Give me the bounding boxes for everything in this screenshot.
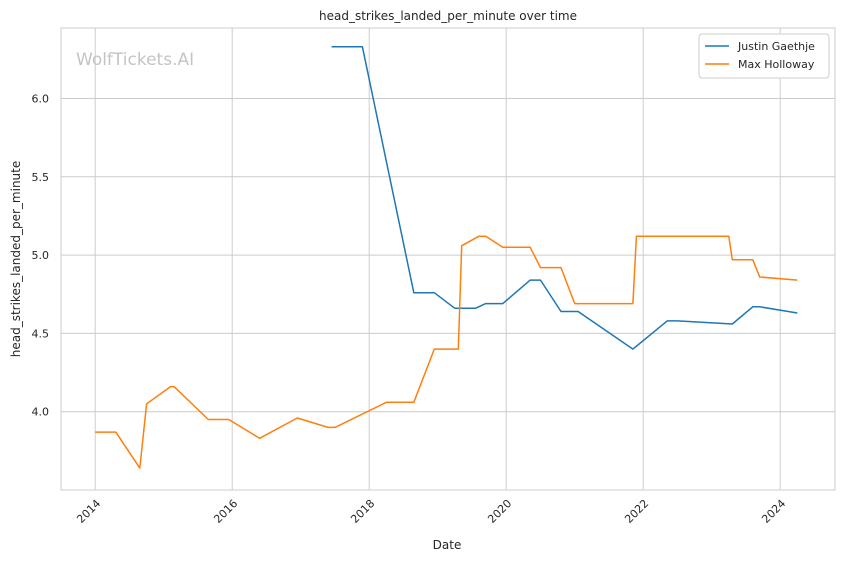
- x-axis-label: Date: [433, 538, 462, 552]
- series-lines: [95, 46, 798, 469]
- series-line-max-holloway: [95, 235, 798, 469]
- x-tick-label: 2024: [759, 497, 788, 526]
- plot-area: [60, 27, 836, 491]
- x-tick-label: 2018: [348, 497, 377, 526]
- x-tick-label: 2014: [74, 497, 103, 526]
- x-tick-label: 2022: [622, 497, 651, 526]
- legend: Justin Gaethje Max Holloway: [698, 33, 830, 79]
- x-tick-label: 2020: [485, 497, 514, 526]
- series-line-justin-gaethje: [331, 46, 798, 350]
- x-tick-label: 2016: [211, 497, 240, 526]
- y-tick-label: 4.0: [32, 406, 50, 419]
- legend-box: [698, 33, 830, 79]
- y-tick-label: 4.5: [32, 327, 50, 340]
- y-tick-label: 5.5: [32, 171, 50, 184]
- grid-lines: [61, 28, 835, 490]
- legend-label-max-holloway: Max Holloway: [738, 58, 815, 71]
- watermark: WolfTickets.AI: [76, 50, 194, 70]
- y-axis-label: head_strikes_landed_per_minute: [9, 161, 23, 358]
- chart-title: head_strikes_landed_per_minute over time: [319, 9, 577, 23]
- y-tick-label: 5.0: [32, 249, 50, 262]
- y-tick-label: 6.0: [32, 93, 50, 106]
- legend-label-justin-gaethje: Justin Gaethje: [737, 40, 815, 53]
